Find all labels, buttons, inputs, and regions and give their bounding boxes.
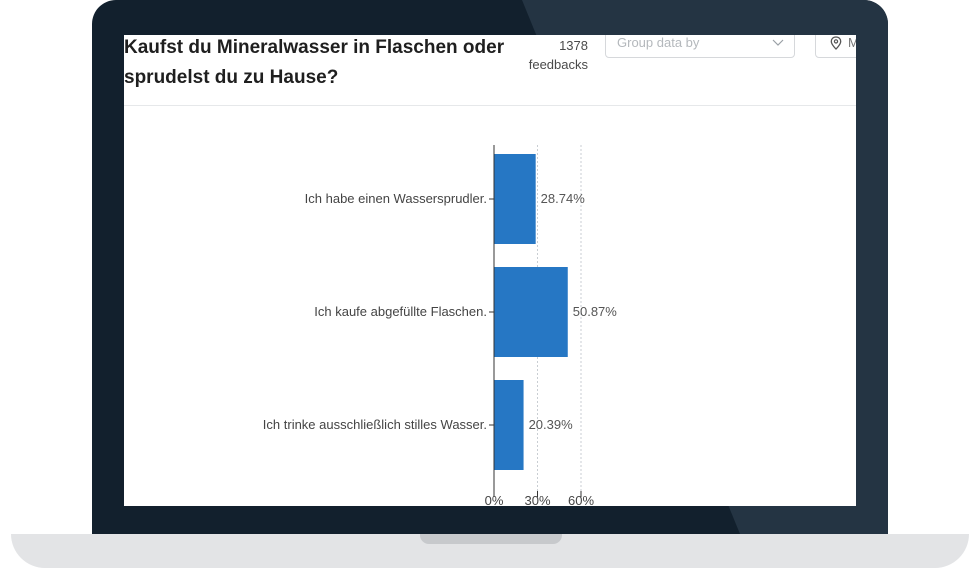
- x-tick-label: 30%: [524, 493, 550, 506]
- bar-chart: Ich habe einen Wassersprudler. 28.74% Ich …: [263, 145, 618, 506]
- chevron-down-icon: [772, 39, 784, 46]
- location-filter-button[interactable]: M: [815, 35, 856, 58]
- laptop-notch: [420, 534, 562, 544]
- feedback-count: 1378 feedbacks: [520, 36, 588, 74]
- value-label: 50.87%: [573, 304, 618, 319]
- value-label: 28.74%: [541, 191, 586, 206]
- category-label: Ich kaufe abgefüllte Flaschen.: [314, 304, 487, 319]
- category-label: Ich trinke ausschließlich stilles Wasser…: [263, 417, 487, 432]
- value-label: 20.39%: [529, 417, 574, 432]
- group-data-placeholder: Group data by: [617, 35, 700, 50]
- x-tick-label: 60%: [568, 493, 594, 506]
- location-label: M: [848, 35, 856, 50]
- feedback-count-label: feedbacks: [528, 57, 588, 72]
- app-screen: Kaufst du Mineralwasser in Flaschen oder…: [124, 35, 856, 506]
- group-data-select[interactable]: Group data by: [605, 35, 795, 58]
- survey-question: Kaufst du Mineralwasser in Flaschen oder…: [124, 37, 505, 88]
- bar: [494, 380, 524, 470]
- bar: [494, 154, 536, 244]
- bar: [494, 267, 568, 357]
- map-pin-icon: [830, 36, 842, 50]
- category-label: Ich habe einen Wassersprudler.: [305, 191, 487, 206]
- results-chart: Ich habe einen Wassersprudler. 28.74% Ich …: [124, 106, 856, 506]
- survey-header: Kaufst du Mineralwasser in Flaschen oder…: [124, 35, 856, 106]
- x-tick-label: 0%: [485, 493, 504, 506]
- feedback-count-value: 1378: [559, 38, 588, 53]
